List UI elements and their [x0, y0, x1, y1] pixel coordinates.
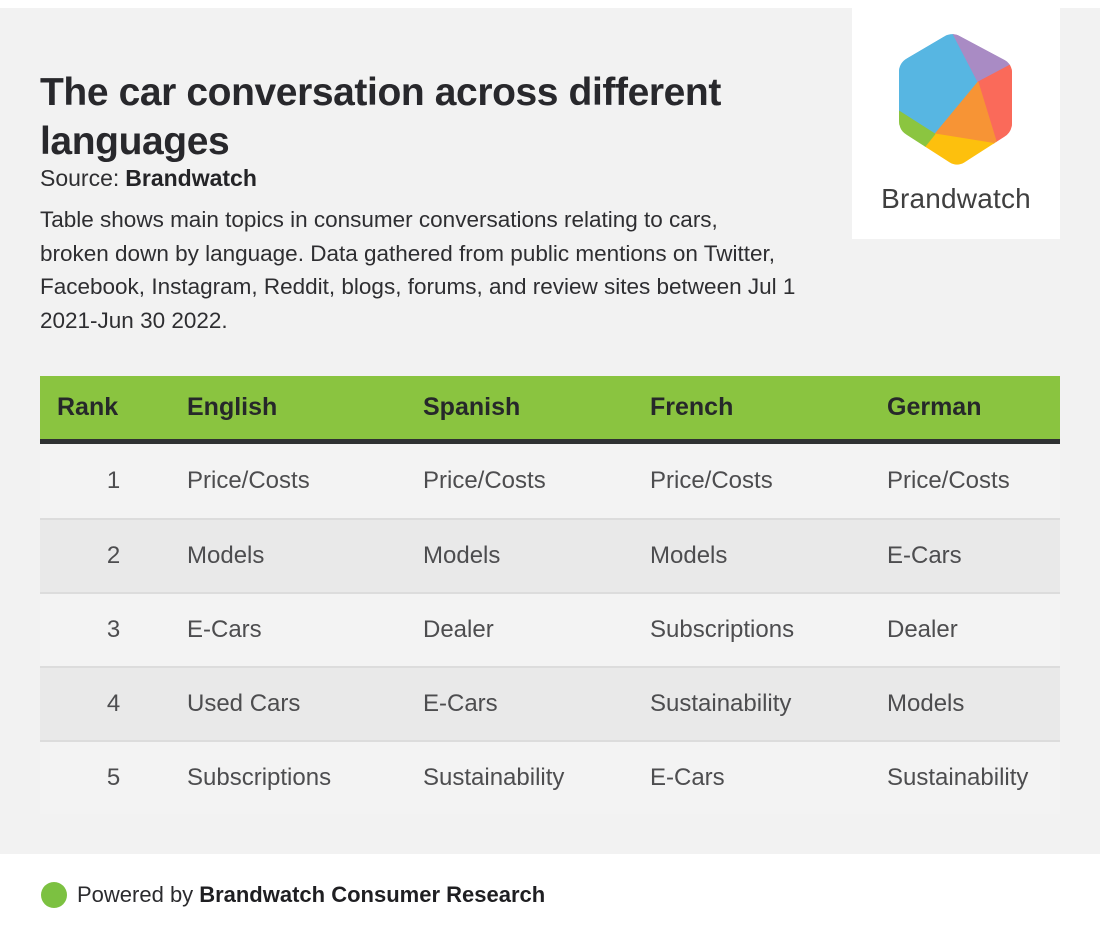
description-line: Facebook, Instagram, Reddit, blogs, foru… — [40, 274, 796, 299]
cell-rank: 1 — [106, 467, 121, 494]
cell-spanish: Models — [423, 542, 501, 569]
cell-french: Price/Costs — [650, 467, 773, 494]
brandwatch-logo-box: Brandwatch — [852, 0, 1060, 239]
description-line: broken down by language. Data gathered f… — [40, 240, 776, 266]
cell-german: Sustainability — [887, 764, 1029, 791]
green-dot-icon — [41, 882, 67, 908]
cell-spanish: Price/Costs — [423, 467, 546, 494]
table-row: 4 Used Cars E-Cars Sustainability Models — [40, 666, 1060, 740]
footer-brand-name: Brandwatch Consumer Research — [199, 882, 546, 907]
column-header-rank: Rank — [57, 393, 119, 421]
cell-rank: 2 — [106, 542, 121, 569]
chart-description: Table shows main topics in consumer conv… — [40, 203, 870, 337]
source-label: Source: — [40, 165, 120, 191]
table-row: 5 Subscriptions Sustainability E-Cars Su… — [40, 740, 1060, 814]
cell-german: Models — [887, 690, 965, 717]
brandwatch-wordmark: Brandwatch — [881, 183, 1031, 214]
cell-english: E-Cars — [187, 616, 262, 643]
table-header-row: Rank English Spanish French German — [40, 376, 1060, 444]
cell-french: E-Cars — [650, 764, 725, 791]
cell-english: Price/Costs — [187, 467, 310, 494]
cell-english: Models — [187, 542, 265, 569]
column-header-german: German — [887, 393, 982, 421]
column-header-english: English — [187, 393, 278, 421]
cell-english: Subscriptions — [187, 764, 332, 791]
source-line: Source: Brandwatch — [40, 165, 257, 192]
cell-spanish: E-Cars — [423, 690, 498, 717]
cell-rank: 4 — [106, 690, 121, 717]
topics-table: Rank English Spanish French German 1 Pri… — [40, 376, 1060, 814]
cell-spanish: Dealer — [423, 616, 494, 643]
source-value: Brandwatch — [125, 165, 257, 191]
cell-english: Used Cars — [187, 690, 301, 717]
description-line: Table shows main topics in consumer conv… — [40, 207, 718, 232]
cell-german: Dealer — [887, 616, 958, 643]
brandwatch-hexagon-icon — [899, 34, 1012, 165]
cell-french: Sustainability — [650, 690, 792, 717]
powered-by-text: Powered by Brandwatch Consumer Research — [77, 882, 545, 908]
cell-rank: 5 — [106, 764, 121, 791]
table-row: 1 Price/Costs Price/Costs Price/Costs Pr… — [40, 444, 1060, 518]
cell-rank: 3 — [106, 616, 121, 643]
powered-by-footer: Powered by Brandwatch Consumer Research — [41, 882, 545, 908]
cell-spanish: Sustainability — [423, 764, 565, 791]
cell-french: Subscriptions — [650, 616, 795, 643]
cell-french: Models — [650, 542, 728, 569]
description-line: 2021-Jun 30 2022. — [40, 307, 228, 333]
column-header-french: French — [650, 393, 734, 421]
table-row: 3 E-Cars Dealer Subscriptions Dealer — [40, 592, 1060, 666]
page-title: The car conversation across different la… — [40, 71, 721, 164]
table-row: 2 Models Models Models E-Cars — [40, 518, 1060, 592]
cell-german: E-Cars — [887, 542, 962, 569]
cell-german: Price/Costs — [887, 467, 1010, 494]
powered-by-label: Powered by — [77, 882, 194, 907]
column-header-spanish: Spanish — [423, 393, 521, 421]
